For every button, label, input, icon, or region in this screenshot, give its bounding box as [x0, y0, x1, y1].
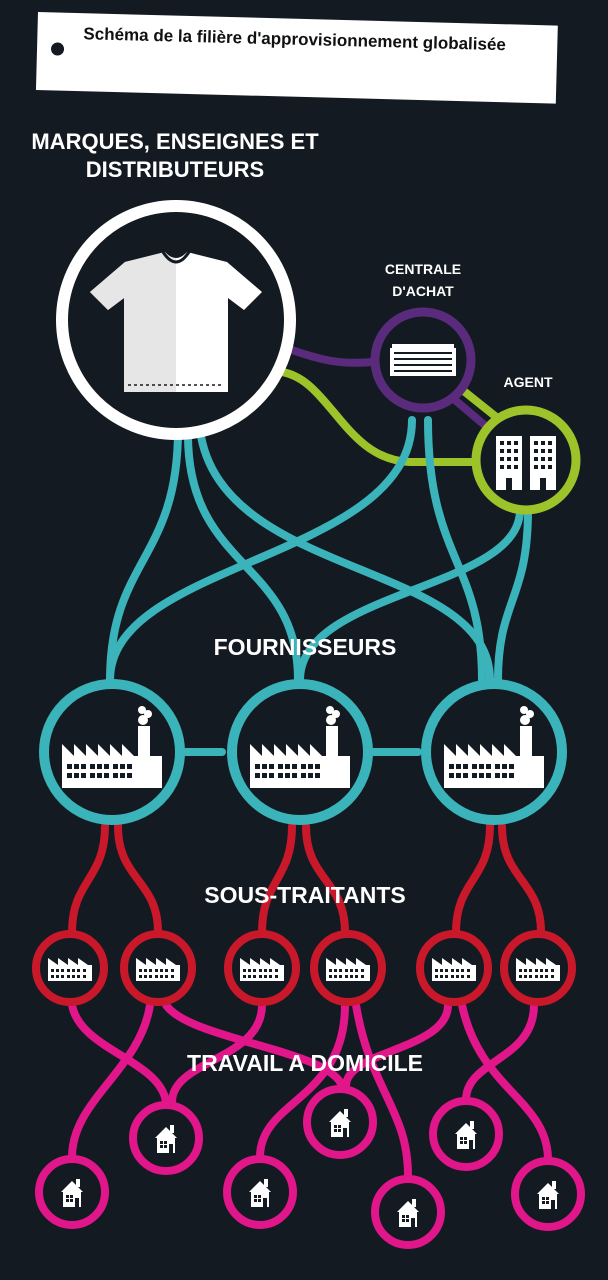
link-sub4-home5: [352, 1001, 412, 1179]
link-s2-sub3: [258, 822, 296, 936]
central-node: [370, 307, 476, 413]
label-brands-text: MARQUES, ENSEIGNES ET DISTRIBUTEURS: [31, 129, 319, 182]
link-s1-sub2: [114, 822, 162, 936]
subcontractor-node-6: [500, 930, 576, 1006]
link-sub6-home6: [462, 1001, 538, 1104]
link-s3-sub6: [498, 822, 545, 936]
supplier-node-1: [39, 679, 185, 825]
label-brands: MARQUES, ENSEIGNES ET DISTRIBUTEURS: [30, 128, 320, 184]
agent-node: [471, 405, 581, 515]
link-brand-central: [282, 344, 376, 367]
supplier-node-2: [227, 679, 373, 825]
link-s3-sub5: [452, 822, 494, 936]
link-brand-supplier1: [106, 426, 182, 684]
supplier-node-3: [421, 679, 567, 825]
brand-node: [56, 200, 296, 440]
label-suppliers: FOURNISSEURS: [213, 634, 397, 660]
label-central-line2: D'ACHAT: [392, 283, 454, 299]
homeworker-node-3: [303, 1085, 377, 1159]
link-central-agent-green: [461, 388, 504, 424]
link-agent-supplier2: [296, 506, 524, 684]
label-agent: AGENT: [503, 374, 553, 390]
link-sub2-home3: [162, 1001, 346, 1090]
link-sub2-home1: [68, 1001, 154, 1161]
towers-icon: [496, 436, 556, 490]
link-sub5-home3: [342, 1001, 452, 1090]
tshirt-icon: [90, 251, 262, 392]
homeworker-node-6: [429, 1097, 503, 1171]
link-central-agent-purple: [451, 396, 492, 432]
link-sub3-home2: [168, 1001, 266, 1106]
link-sub4-home4: [256, 1001, 349, 1161]
link-sub1-home2: [68, 1001, 170, 1106]
link-agent-supplier3: [494, 506, 532, 684]
label-homework: TRAVAIL A DOMICILE: [187, 1050, 423, 1076]
title-tag: Schéma de la filière d'approvisionnement…: [35, 12, 558, 104]
homeworker-node-5: [371, 1175, 445, 1249]
label-subcontractors: SOUS-TRAITANTS: [204, 882, 406, 908]
link-central-supplier3: [424, 416, 486, 684]
link-s1-sub1: [68, 822, 109, 936]
link-sub5-home7: [458, 1001, 552, 1164]
page-title: Schéma de la filière d'approvisionnement…: [83, 24, 507, 55]
subcontractor-node-1: [32, 930, 108, 1006]
homeworker-node-1: [35, 1155, 109, 1229]
subcontractor-node-2: [120, 930, 196, 1006]
subcontractor-node-3: [224, 930, 300, 1006]
label-central-line1: CENTRALE: [384, 261, 462, 277]
homeworker-node-7: [511, 1157, 585, 1231]
building-icon: [390, 344, 456, 376]
tag-hole-icon: [50, 42, 65, 56]
homeworker-node-2: [129, 1101, 203, 1175]
subcontractor-node-5: [416, 930, 492, 1006]
label-central: CENTRALE D'ACHAT: [363, 258, 483, 302]
homeworker-node-4: [223, 1155, 297, 1229]
link-s2-sub4: [302, 822, 349, 936]
subcontractor-node-4: [310, 930, 386, 1006]
link-central-supplier1: [106, 416, 416, 684]
